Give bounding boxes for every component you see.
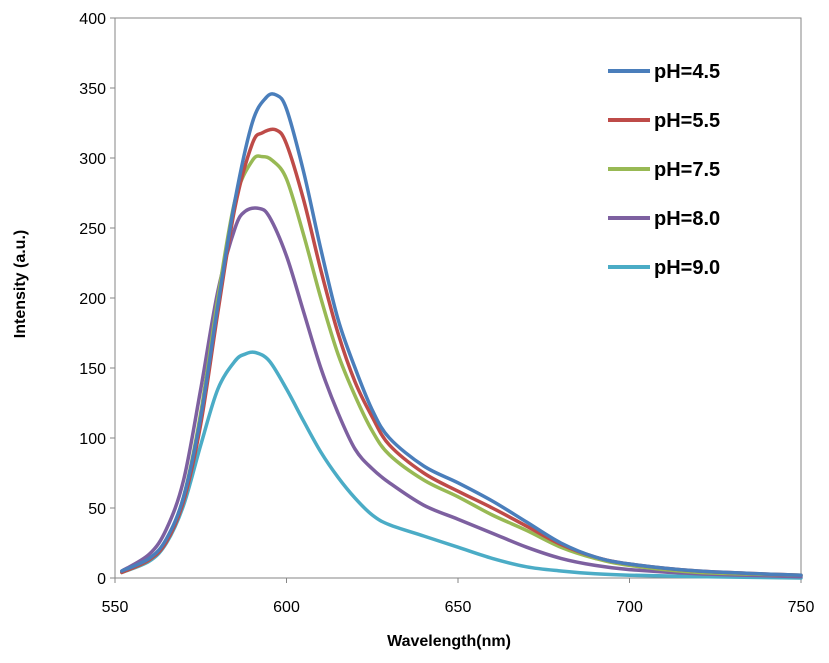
y-tick-label: 100 [79,431,106,448]
series-lines [120,92,803,580]
x-tick-label: 700 [616,599,643,616]
y-axis-title: Intensity (a.u.) [12,230,29,338]
legend: pH=4.5 pH=5.5 pH=7.5 pH=8.0 pH=9.0 [608,61,720,279]
x-tick-label: 750 [788,599,815,616]
legend-label: pH=4.5 [654,61,720,83]
y-tick-label: 350 [79,81,106,98]
y-tick-label: 250 [79,221,106,238]
y-tick-label: 300 [79,151,106,168]
series-line-ph-8-0 [120,206,803,579]
legend-label: pH=7.5 [654,159,720,181]
x-tick-label: 550 [102,599,129,616]
y-tick-label: 0 [97,571,106,588]
y-axis-ticks: 0 50 100 150 200 250 300 350 400 [79,11,115,588]
x-tick-label: 600 [273,599,300,616]
y-tick-label: 150 [79,361,106,378]
legend-label: pH=8.0 [654,208,720,230]
y-tick-label: 400 [79,11,106,28]
x-axis-ticks: 550 600 650 700 750 [102,578,815,616]
series-line-ph-4-5 [120,92,803,577]
legend-label: pH=5.5 [654,110,720,132]
legend-label: pH=9.0 [654,257,720,279]
y-tick-label: 200 [79,291,106,308]
y-tick-label: 50 [88,501,106,518]
x-tick-label: 650 [445,599,472,616]
x-axis-title: Wavelength(nm) [387,633,511,650]
series-line-ph-9-0 [120,350,803,580]
